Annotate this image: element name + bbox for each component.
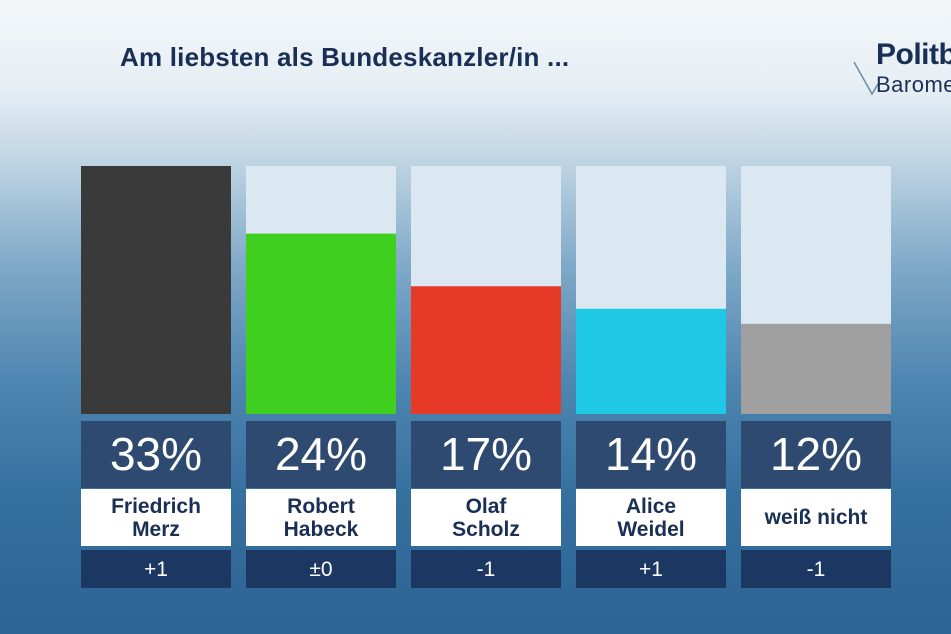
category-label-alice-weidel: Alice Weidel — [576, 489, 726, 546]
value-label-friedrich-merz: 33% — [81, 421, 231, 488]
bar-olaf-scholz — [411, 286, 561, 414]
politbarometer-logo: Politb Barometer — [852, 34, 951, 104]
logo-check-mark-icon — [853, 61, 879, 96]
logo-line-1: Politb — [876, 38, 951, 71]
bar-friedrich-merz — [81, 166, 231, 414]
value-label-alice-weidel: 14% — [576, 421, 726, 488]
change-label-friedrich-merz: +1 — [81, 550, 231, 588]
category-label-friedrich-merz: Friedrich Merz — [81, 489, 231, 546]
category-label-robert-habeck: Robert Habeck — [246, 489, 396, 546]
category-label-weiß-nicht: weiß nicht — [741, 489, 891, 546]
bar-weiß-nicht — [741, 323, 891, 414]
value-label-olaf-scholz: 17% — [411, 421, 561, 488]
change-label-robert-habeck: ±0 — [246, 550, 396, 588]
value-label-weiß-nicht: 12% — [741, 421, 891, 488]
bar-robert-habeck — [246, 233, 396, 414]
value-label-robert-habeck: 24% — [246, 421, 396, 488]
change-label-olaf-scholz: -1 — [411, 550, 561, 588]
change-label-weiß-nicht: -1 — [741, 550, 891, 588]
category-label-olaf-scholz: Olaf Scholz — [411, 489, 561, 546]
logo-line-2: Barometer — [876, 72, 951, 97]
change-label-alice-weidel: +1 — [576, 550, 726, 588]
chart-title: Am liebsten als Bundeskanzler/in ... — [120, 42, 570, 72]
bar-alice-weidel — [576, 308, 726, 414]
